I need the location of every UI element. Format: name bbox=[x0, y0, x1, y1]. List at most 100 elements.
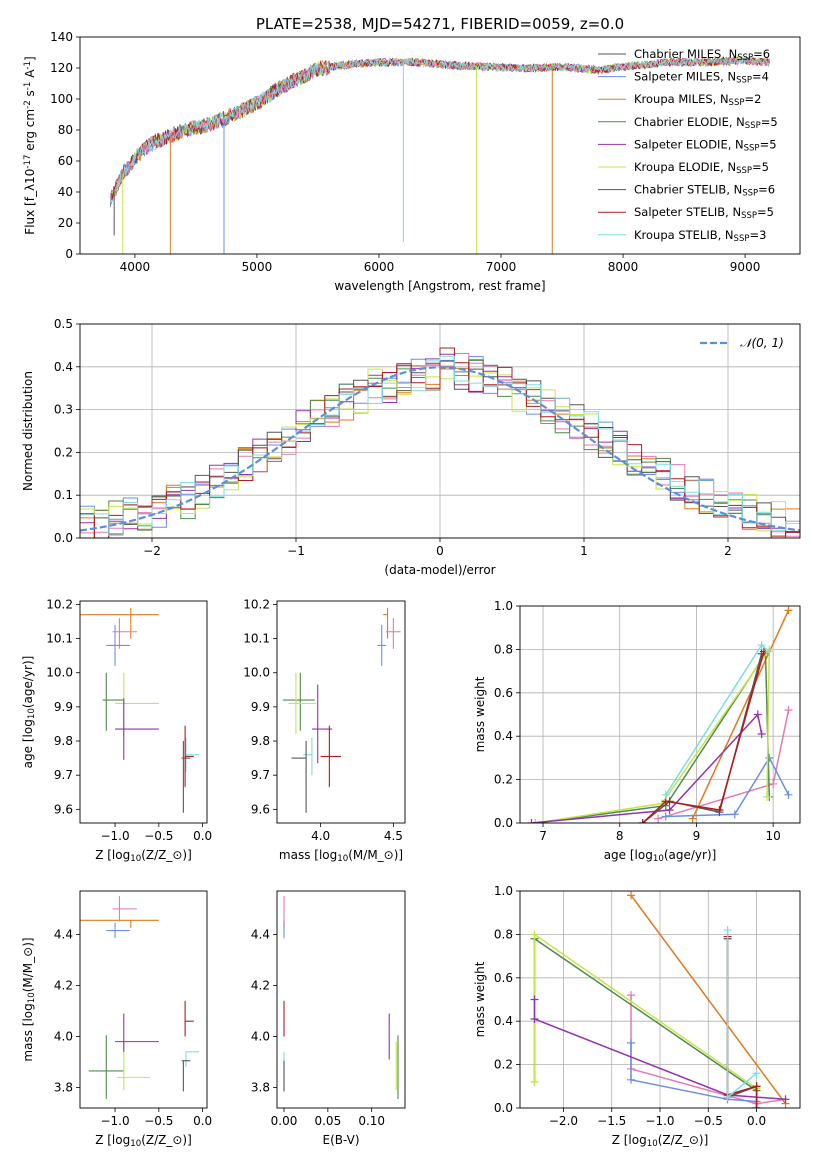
axes-frame bbox=[519, 605, 801, 824]
weight-line-chabrier_stelib bbox=[726, 938, 758, 1108]
x-tick-label: −1 bbox=[287, 544, 305, 558]
y-tick-label: 4.2 bbox=[251, 978, 270, 992]
y-axis-label: age [log10(age/yr)] bbox=[21, 656, 37, 769]
axes-frame bbox=[79, 600, 208, 824]
legend-label: Salpeter ELODIE, NSSP=5 bbox=[634, 137, 777, 153]
normal-curve bbox=[80, 366, 800, 532]
weight-marker bbox=[654, 814, 663, 823]
residuals-axes: −2 −1 0 1 2 0.0 0.1 0.2 0.3 0.4 0.5 (data-model)/er… bbox=[21, 317, 801, 577]
y-tick-label: 0.0 bbox=[54, 531, 73, 545]
weight-marker bbox=[661, 790, 670, 799]
weight-line-kroupa_elodie bbox=[533, 932, 758, 1090]
y-axis-label: Normed distribution bbox=[21, 371, 35, 491]
weight-marker bbox=[530, 995, 539, 1004]
x-tick-label: −0.5 bbox=[144, 1114, 173, 1128]
legend-label: Kroupa STELIB, NSSP=3 bbox=[634, 228, 766, 244]
axes-frame bbox=[276, 890, 406, 1109]
weight-marker bbox=[784, 606, 793, 615]
mass_vs_Z-axes: −1.0 −0.5 0.0 3.8 4.0 4.2 4.4 Z [log10(Z/Z_⊙)] m… bbox=[21, 890, 212, 1149]
age_vs_Z-axes: −1.0 −0.5 0.0 9.6 9.7 9.8 9.9 10.0 10.1 10.2 Z [lo… bbox=[21, 597, 212, 864]
y-tick-label: 4.4 bbox=[251, 927, 270, 941]
y-tick-label: 10.1 bbox=[243, 632, 270, 646]
weight-marker bbox=[765, 647, 774, 656]
y-tick-label: 3.8 bbox=[251, 1081, 270, 1095]
x-axis-label: Z [log10(Z/Z_⊙)] bbox=[612, 1133, 709, 1149]
x-tick-label: 9 bbox=[693, 829, 701, 843]
legend-label: 𝒩(0, 1) bbox=[740, 336, 784, 350]
weight-line-kroupa_miles bbox=[630, 894, 787, 1105]
x-axis-label: mass [log10(M/M_⊙)] bbox=[279, 848, 403, 864]
plot-area bbox=[110, 55, 770, 254]
y-tick-label: 1.0 bbox=[494, 884, 513, 898]
weight-marker bbox=[627, 891, 636, 900]
legend-label: Chabrier ELODIE, NSSP=5 bbox=[634, 115, 778, 131]
axes-frame bbox=[79, 36, 801, 255]
axes-frame bbox=[519, 890, 801, 1109]
y-tick-label: 0.0 bbox=[494, 1101, 513, 1115]
weight-marker bbox=[757, 641, 766, 650]
weight-marker bbox=[784, 790, 793, 799]
y-tick-label: 0.6 bbox=[494, 971, 513, 985]
y-tick-label: 0.0 bbox=[494, 816, 513, 830]
weight-line-chabrier_miles bbox=[665, 756, 790, 818]
plot-area bbox=[530, 891, 790, 1108]
y-tick-label: 120 bbox=[50, 61, 73, 75]
x-axis-label: wavelength [Angstrom, rest frame] bbox=[334, 279, 545, 293]
x-tick-label: 10 bbox=[766, 829, 781, 843]
weight-line-salpeter_miles bbox=[630, 995, 786, 1105]
legend-label: Chabrier STELIB, NSSP=6 bbox=[634, 183, 775, 199]
x-tick-label: 0.05 bbox=[314, 1114, 341, 1128]
weight-marker bbox=[752, 1104, 761, 1108]
weight-marker bbox=[763, 792, 772, 801]
x-tick-label: 1 bbox=[580, 544, 588, 558]
y-tick-label: 9.6 bbox=[251, 802, 270, 816]
y-tick-label: 4.4 bbox=[54, 927, 73, 941]
x-tick-label: −0.5 bbox=[694, 1114, 723, 1128]
x-tick-label: −1.0 bbox=[645, 1114, 674, 1128]
legend-label: Salpeter STELIB, NSSP=5 bbox=[634, 205, 774, 221]
x-tick-label: 0.00 bbox=[271, 1114, 298, 1128]
weight-line-kroupa_elodie bbox=[535, 646, 771, 823]
y-tick-label: 4.0 bbox=[251, 1030, 270, 1044]
weight_vs_Z-axes: −2.0 −1.5 −1.0 −0.5 0.0 0.0 0.2 0.4 0.6 0.8 1.0 Z [… bbox=[473, 884, 801, 1149]
weight-marker bbox=[531, 819, 540, 823]
weight-line-kroupa_miles bbox=[691, 609, 790, 820]
y-tick-label: 0.2 bbox=[494, 773, 513, 787]
legend-label: Salpeter MILES, NSSP=4 bbox=[634, 70, 769, 86]
y-tick-label: 0.4 bbox=[494, 729, 513, 743]
x-tick-label: 8 bbox=[616, 829, 624, 843]
weight-marker bbox=[527, 819, 536, 823]
weight_vs_age-axes: 7 8 9 10 0.0 0.2 0.4 0.6 0.8 1.0 age [log10(age/yr… bbox=[473, 599, 801, 864]
x-tick-label: −0.5 bbox=[144, 829, 173, 843]
y-axis-label: mass weight bbox=[473, 961, 487, 1037]
y-tick-label: 9.9 bbox=[54, 700, 73, 714]
weight-line-salpeter_elodie bbox=[531, 712, 763, 823]
spectrum-line-kroupa_stelib bbox=[110, 56, 770, 203]
weight-marker bbox=[715, 805, 724, 814]
x-axis-label: Z [log10(Z/Z_⊙)] bbox=[95, 1133, 192, 1149]
y-axis-label: Flux [f_λ10-17 erg cm-2 s-1 A-1] bbox=[23, 56, 37, 234]
weight-marker bbox=[752, 1069, 761, 1078]
y-tick-label: 140 bbox=[50, 30, 73, 44]
y-tick-label: 20 bbox=[58, 216, 73, 230]
x-axis-label: E(B-V) bbox=[322, 1133, 359, 1147]
x-tick-label: −1.0 bbox=[100, 829, 129, 843]
y-tick-label: 0.5 bbox=[54, 317, 73, 331]
weight-marker bbox=[530, 1015, 539, 1024]
y-axis-label: mass weight bbox=[473, 676, 487, 752]
weight-line-chabrier_miles bbox=[630, 1042, 757, 1103]
x-tick-label: −1.5 bbox=[597, 1114, 626, 1128]
y-tick-label: 0.4 bbox=[494, 1014, 513, 1028]
weight-marker bbox=[781, 1095, 790, 1104]
weight-marker bbox=[627, 1038, 636, 1047]
x-tick-label: 0.0 bbox=[193, 1114, 212, 1128]
weight-marker bbox=[530, 930, 539, 939]
mass_vs_ebv-axes: 0.00 0.05 0.10 3.8 4.0 4.2 4.4 E(B-V) bbox=[251, 890, 406, 1147]
y-tick-label: 0.8 bbox=[494, 642, 513, 656]
y-tick-label: 1.0 bbox=[494, 599, 513, 613]
axes-frame bbox=[79, 323, 801, 539]
weight-marker bbox=[765, 753, 774, 762]
weight-marker bbox=[753, 710, 762, 719]
weight-marker bbox=[627, 1075, 636, 1084]
